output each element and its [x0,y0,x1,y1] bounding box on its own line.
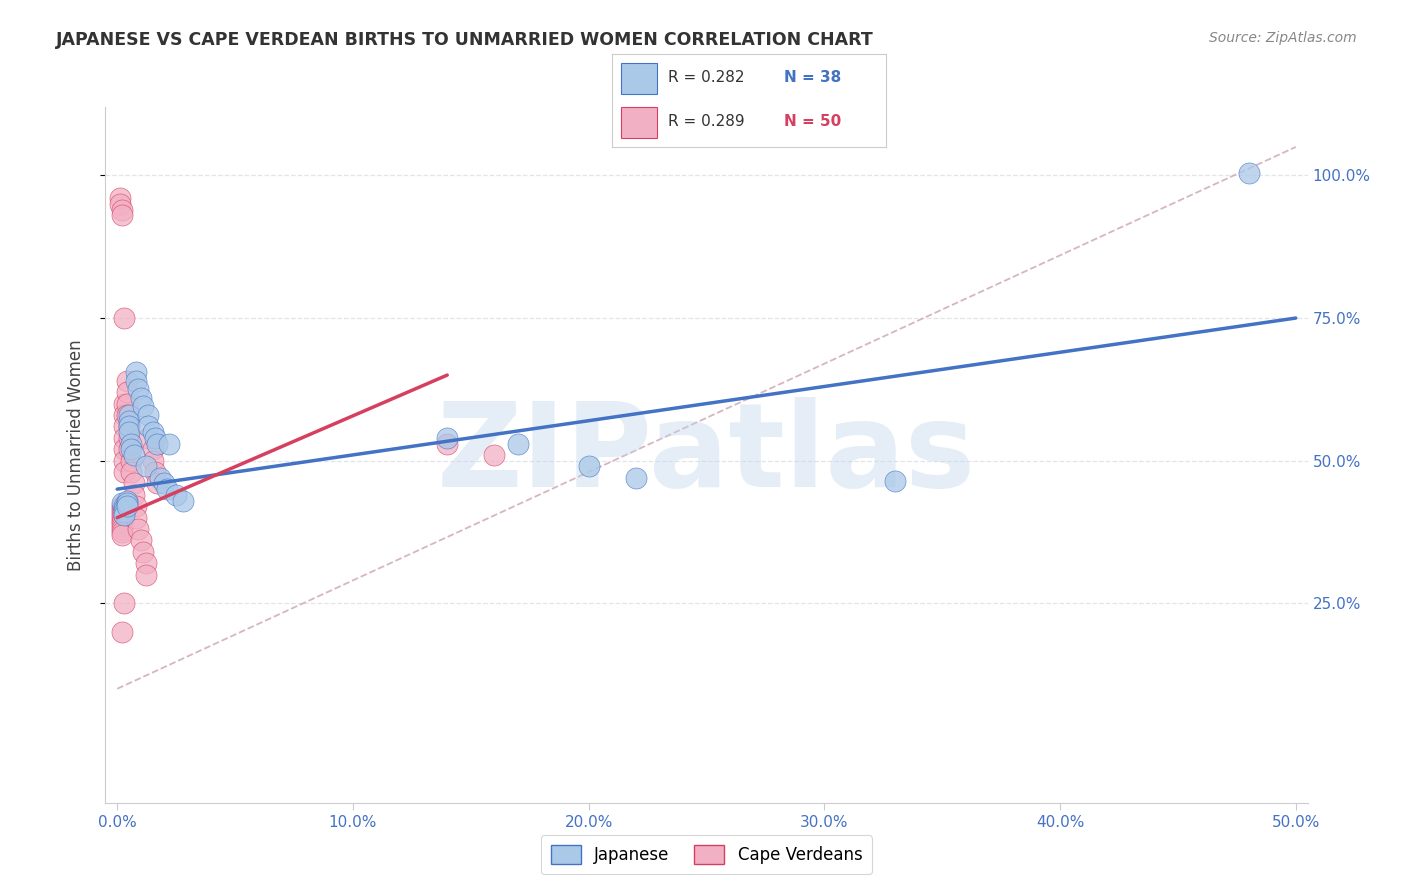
Point [118,408,141,422]
Point [122,448,145,462]
Point [112,408,135,422]
Point [112,431,135,445]
Point [120,465,142,479]
Point [115,385,138,400]
Point [484,448,506,462]
Point [125,510,148,524]
Point [118,414,141,428]
Text: JAPANESE VS CAPE VERDEAN BIRTHS TO UNMARRIED WOMEN CORRELATION CHART: JAPANESE VS CAPE VERDEAN BIRTHS TO UNMAR… [56,31,875,49]
Point [142,442,165,457]
Point [143,465,166,479]
Point [132,545,155,559]
Point [118,419,141,434]
Point [108,197,131,211]
Point [111,202,134,217]
Point [136,431,159,445]
Point [132,400,155,414]
Point [112,500,135,514]
Legend: Japanese, Cape Verdeans: Japanese, Cape Verdeans [541,835,872,874]
Point [112,508,135,522]
Point [884,474,907,488]
Point [118,425,141,439]
Point [111,519,134,533]
Point [624,471,647,485]
Point [115,493,138,508]
Point [153,476,176,491]
Point [112,453,135,467]
Point [129,533,152,548]
Point [111,502,134,516]
Point [146,476,169,491]
Point [125,374,148,388]
Text: R = 0.289: R = 0.289 [668,114,744,129]
Point [112,419,135,434]
Point [118,431,141,445]
Point [111,524,134,539]
Point [125,500,148,514]
Y-axis label: Births to Unmarried Women: Births to Unmarried Women [66,339,84,571]
Point [157,436,180,450]
Point [436,436,458,450]
Point [436,431,458,445]
Point [136,419,159,434]
Point [127,382,149,396]
Point [111,208,134,222]
Point [112,502,135,516]
Point [118,419,141,434]
Point [120,453,142,467]
Point [111,514,134,528]
Point [146,436,169,450]
Point [120,436,142,450]
Point [111,500,134,514]
Point [129,391,152,405]
Point [111,624,134,639]
Point [142,425,165,439]
Point [172,493,194,508]
Point [112,465,135,479]
Text: R = 0.282: R = 0.282 [668,70,744,86]
Point [112,442,135,457]
Point [112,396,135,410]
Point [112,596,135,610]
Point [156,482,179,496]
Point [115,396,138,410]
Point [135,567,157,582]
Point [115,374,138,388]
Text: N = 38: N = 38 [785,70,842,86]
Text: N = 50: N = 50 [785,114,842,129]
Point [578,459,600,474]
Point [111,528,134,542]
Point [125,365,148,379]
Point [111,508,134,522]
Point [111,516,134,531]
Point [135,556,157,570]
Text: ZIPatlas: ZIPatlas [437,398,976,512]
Point [506,436,529,450]
Point [112,311,135,326]
Point [118,442,141,457]
Point [136,408,159,422]
Point [115,408,138,422]
Point [120,442,142,457]
FancyBboxPatch shape [621,107,657,138]
Point [135,459,157,474]
Point [115,500,138,514]
Point [122,476,145,491]
Point [112,505,135,519]
Point [111,505,134,519]
Point [143,431,166,445]
Point [142,453,165,467]
Point [111,496,134,510]
Point [122,488,145,502]
Point [108,191,131,205]
Point [127,522,149,536]
Point [165,488,187,502]
Text: Source: ZipAtlas.com: Source: ZipAtlas.com [1209,31,1357,45]
FancyBboxPatch shape [621,63,657,94]
Point [111,522,134,536]
Point [149,471,172,485]
Point [1237,166,1260,180]
Point [111,510,134,524]
Point [115,496,138,510]
